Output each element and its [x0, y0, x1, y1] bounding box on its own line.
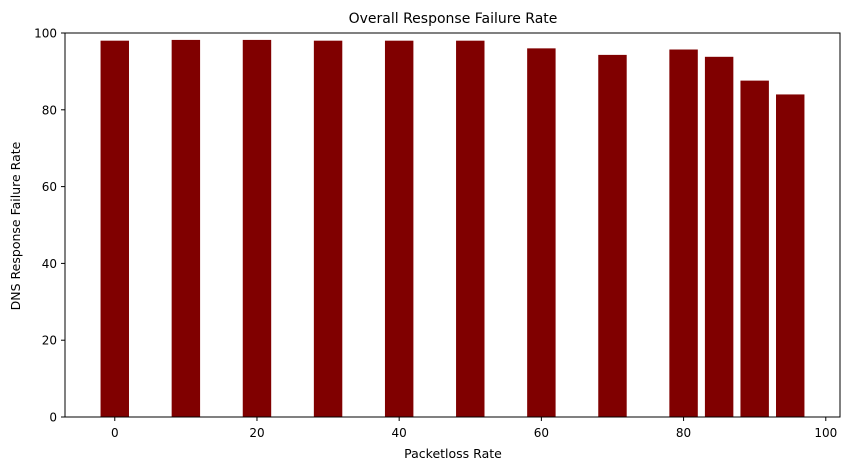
y-tick-label: 20 — [42, 334, 57, 348]
x-tick-label: 80 — [676, 426, 691, 440]
bar-40 — [384, 40, 414, 418]
bar-60 — [527, 48, 556, 418]
x-tick-label: 40 — [392, 426, 407, 440]
bar-85 — [704, 56, 734, 418]
y-tick-label: 60 — [42, 180, 57, 194]
x-tick-label: 0 — [111, 426, 119, 440]
bar-20 — [242, 39, 272, 418]
plot-area-frame — [64, 32, 841, 418]
y-tick-label: 40 — [42, 257, 57, 271]
x-tick-label: 20 — [249, 426, 264, 440]
y-axis-label: DNS Response Failure Rate — [8, 141, 23, 310]
x-tick-label: 100 — [814, 426, 837, 440]
bar-10 — [171, 39, 201, 418]
x-axis-label: Packetloss Rate — [404, 446, 502, 461]
bar-95 — [776, 94, 805, 417]
y-tick-label: 0 — [49, 411, 57, 425]
chart-title: Overall Response Failure Rate — [349, 11, 558, 27]
y-axis-ticks: 0 20 40 60 80 100 — [34, 27, 65, 425]
bar-80 — [669, 49, 698, 418]
y-tick-label: 100 — [34, 27, 57, 41]
x-tick-label: 60 — [534, 426, 549, 440]
y-tick-label: 80 — [42, 103, 57, 117]
bar-70 — [598, 54, 627, 417]
x-axis-ticks: 0 20 40 60 80 100 — [111, 417, 837, 440]
bar-90 — [740, 80, 769, 417]
bars-group — [100, 39, 805, 418]
bar-50 — [456, 40, 485, 418]
bar-0 — [100, 40, 129, 418]
bar-30 — [313, 40, 343, 418]
